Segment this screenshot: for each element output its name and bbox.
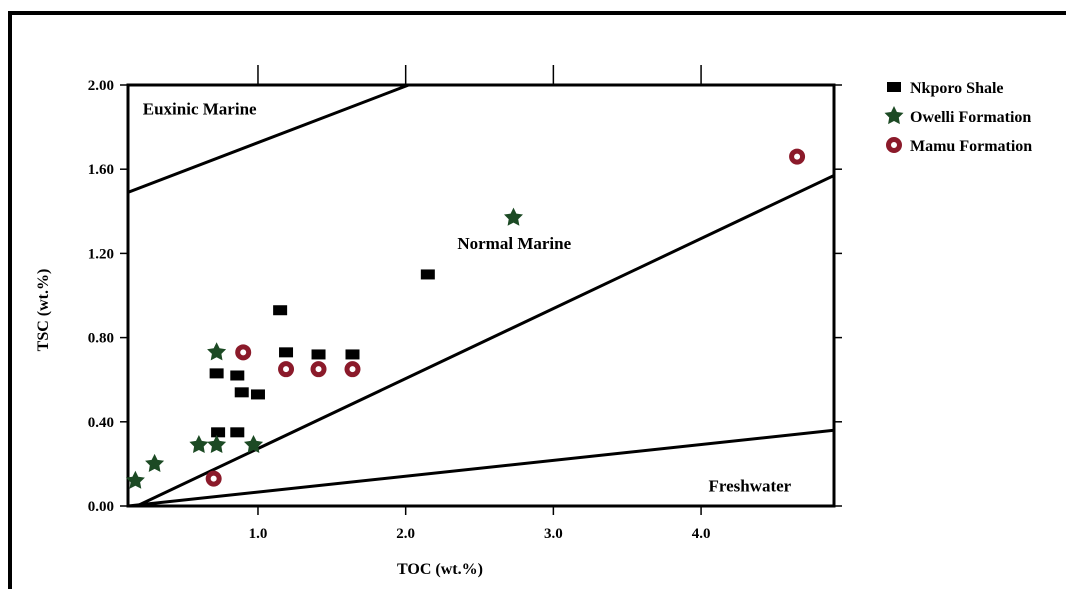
legend-marker-mamu-formation <box>886 137 902 153</box>
owelli-formation-point <box>207 342 227 361</box>
owelli-formation-point <box>504 207 523 226</box>
mamu-formation-point <box>344 361 361 378</box>
y-tick-label: 0.00 <box>88 499 114 515</box>
y-tick-label: 0.40 <box>88 415 114 431</box>
nkporo-shale-point <box>230 427 245 438</box>
nkporo-shale-point <box>209 368 224 379</box>
region-label: Normal Marine <box>457 234 571 253</box>
mamu-formation-point <box>205 470 222 487</box>
x-tick-label: 1.0 <box>249 526 268 542</box>
nkporo-shale-point <box>230 370 245 381</box>
legend: Nkporo Shale Owelli Formation Mamu Formati… <box>884 80 1032 155</box>
owelli-formation-point <box>189 435 209 453</box>
owelli-formation-point <box>207 435 227 453</box>
nkporo-shale-point <box>279 347 294 358</box>
y-tick-label: 1.60 <box>88 162 114 178</box>
legend-label-mamu-formation: Mamu Formation <box>910 138 1032 155</box>
mamu-formation-point <box>789 148 806 165</box>
nkporo-shale-point <box>211 427 226 438</box>
legend-marker-nkporo-shale <box>887 82 901 92</box>
x-tick-label: 4.0 <box>692 526 711 542</box>
y-tick-label: 0.80 <box>88 331 114 347</box>
legend-marker-owelli-formation <box>884 106 904 125</box>
owelli-formation-point <box>125 470 145 489</box>
nkporo-shale-point <box>273 305 288 316</box>
region-label: Freshwater <box>708 476 791 495</box>
nkporo-shale-point <box>345 349 360 360</box>
x-tick-label: 3.0 <box>544 526 563 542</box>
nkporo-shale-point <box>234 387 249 398</box>
plot-area-frame <box>126 83 836 508</box>
owelli-formation-point <box>145 453 165 472</box>
nkporo-shale-point <box>250 389 265 400</box>
normal-marine-boundary <box>136 174 834 506</box>
x-axis-label: TOC (wt.%) <box>397 561 483 578</box>
euxinic-boundary <box>128 85 410 194</box>
region-label: Euxinic Marine <box>143 99 257 118</box>
mamu-formation-point <box>235 344 252 361</box>
figure-frame <box>8 11 1066 589</box>
y-axis-label: TSC (wt.%) <box>35 269 52 352</box>
mamu-formation-point <box>278 361 295 378</box>
freshwater-boundary <box>128 428 834 506</box>
nkporo-shale-point <box>420 269 435 280</box>
owelli-formation-point <box>244 435 264 453</box>
mamu-formation-point <box>310 361 327 378</box>
nkporo-shale-point <box>311 349 326 360</box>
x-tick-label: 2.0 <box>396 526 415 542</box>
y-tick-label: 2.00 <box>88 78 114 94</box>
legend-label-nkporo-shale: Nkporo Shale <box>910 80 1004 97</box>
y-tick-label: 1.20 <box>88 246 114 262</box>
legend-label-owelli-formation: Owelli Formation <box>910 109 1031 126</box>
